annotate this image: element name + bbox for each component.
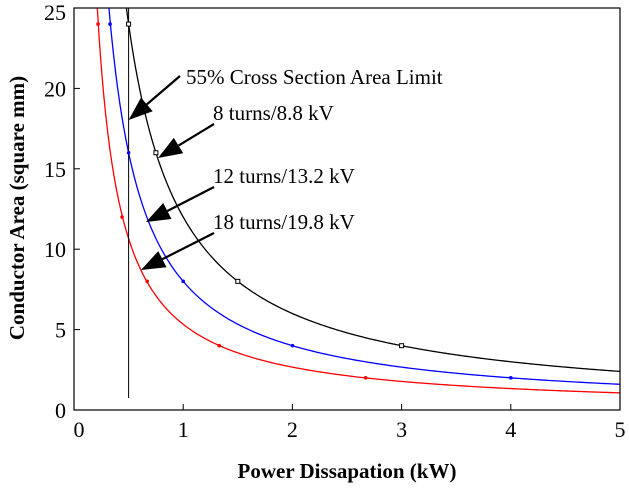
annotation-arrow-2-head [158, 137, 184, 158]
x-tick-label: 0 [74, 417, 85, 442]
y-tick-label: 10 [44, 237, 66, 262]
y-axis-title: Conductor Area (square mm) [5, 76, 29, 340]
annotation-arrow-2-shaft [177, 123, 215, 147]
annotation-arrow-1-head [128, 97, 153, 120]
series-layer [96, 8, 620, 394]
data-point [96, 22, 100, 26]
tick-layer: 0 1 2 3 4 5 0 5 10 15 20 25 [44, 0, 626, 442]
x-axis-title: Power Dissapation (kW) [238, 459, 457, 483]
data-point [145, 279, 149, 284]
annotation-arrow-4-head [141, 251, 167, 270]
annotation-label-1: 55% Cross Section Area Limit [186, 65, 443, 89]
series-line-3 [96, 8, 620, 394]
annotation-arrow-4-shaft [161, 232, 215, 261]
data-point [153, 150, 159, 156]
data-point [235, 278, 241, 284]
marker-layer [96, 21, 513, 380]
y-tick-label: 15 [44, 157, 66, 182]
data-point [126, 21, 132, 27]
series-line-1 [125, 8, 620, 373]
x-tick-label: 5 [615, 417, 626, 442]
data-point [363, 376, 368, 380]
annotation-layer: 55% Cross Section Area Limit 8 turns/8.8 … [128, 65, 443, 270]
data-point [217, 343, 222, 348]
y-tick-label: 25 [44, 0, 66, 25]
data-point [399, 343, 405, 349]
y-tick-label: 5 [55, 318, 66, 343]
x-tick-label: 4 [505, 417, 516, 442]
annotation-label-4: 18 turns/19.8 kV [213, 210, 355, 234]
annotation-arrow-3-head [146, 203, 172, 222]
annotation-arrow-3-shaft [166, 186, 215, 212]
x-tick-label: 1 [178, 417, 189, 442]
x-tick-label: 3 [396, 417, 407, 442]
data-point [126, 150, 131, 155]
data-point [108, 22, 112, 26]
annotation-label-3: 12 turns/13.2 kV [213, 164, 355, 188]
plot-frame [73, 7, 621, 411]
data-point [509, 376, 513, 380]
series-line-2 [108, 8, 620, 385]
y-tick-label: 20 [44, 76, 66, 101]
data-point [120, 215, 124, 219]
annotation-label-2: 8 turns/8.8 kV [213, 101, 334, 125]
data-point [290, 343, 295, 348]
x-tick-label: 2 [287, 417, 298, 442]
annotation-arrow-1-shaft [146, 75, 181, 106]
y-tick-label: 0 [55, 398, 66, 423]
data-point [181, 279, 185, 284]
